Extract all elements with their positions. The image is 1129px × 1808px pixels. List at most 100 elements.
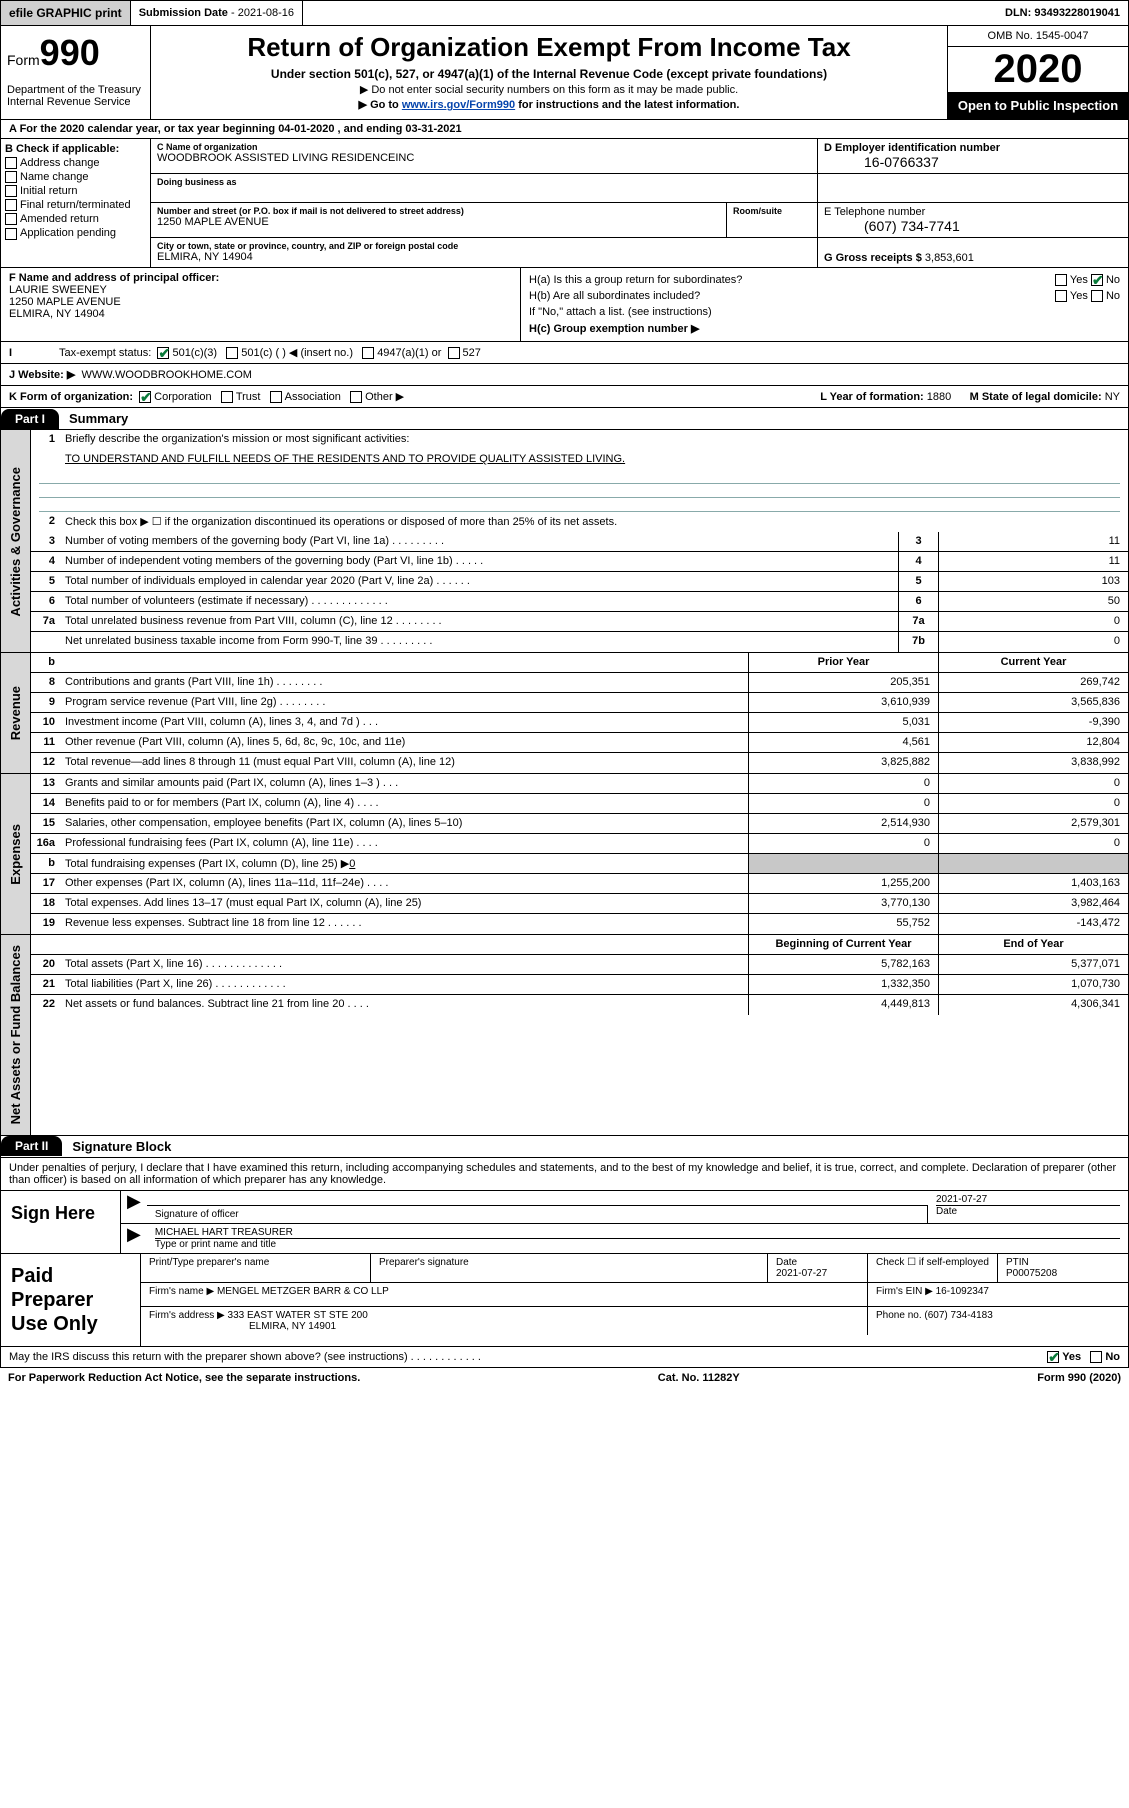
p11: 4,561 (748, 733, 938, 752)
row-dba: Doing business as (151, 174, 1128, 203)
prep-h5: PTINP00075208 (998, 1254, 1128, 1282)
opt-final-return[interactable]: Final return/terminated (5, 199, 146, 211)
line5: Total number of individuals employed in … (61, 572, 898, 591)
irs-link[interactable]: www.irs.gov/Form990 (402, 99, 515, 111)
toolbar: efile GRAPHIC print Submission Date - 20… (0, 0, 1129, 26)
c13: 0 (938, 774, 1128, 793)
cb-501c3[interactable] (157, 347, 169, 359)
line19: Revenue less expenses. Subtract line 18 … (61, 914, 748, 934)
officer-name-title: MICHAEL HART TREASURER (155, 1227, 1120, 1238)
c17: 1,403,163 (938, 874, 1128, 893)
phone-label: E Telephone number (824, 206, 1122, 218)
cb-other[interactable] (350, 391, 362, 403)
col-cd: C Name of organization WOODBROOK ASSISTE… (151, 139, 1128, 267)
dln-label: DLN: (1005, 7, 1031, 19)
k-left: K Form of organization: Corporation Trus… (9, 390, 404, 403)
opt-name-change[interactable]: Name change (5, 171, 146, 183)
cb-trust[interactable] (221, 391, 233, 403)
website-value: WWW.WOODBROOKHOME.COM (81, 369, 251, 381)
opt-application-pending[interactable]: Application pending (5, 227, 146, 239)
cb-assoc[interactable] (270, 391, 282, 403)
p9: 3,610,939 (748, 693, 938, 712)
line3: Number of voting members of the governin… (61, 532, 898, 551)
form-number: 990 (40, 32, 100, 73)
org-name: WOODBROOK ASSISTED LIVING RESIDENCEINC (157, 152, 811, 164)
cb-discuss-yes[interactable] (1047, 1351, 1059, 1363)
prep-h4: Check ☐ if self-employed (868, 1254, 998, 1282)
part2-header-row: Part II Signature Block (0, 1136, 1129, 1158)
opt-amended-return[interactable]: Amended return (5, 213, 146, 225)
col-current: Current Year (938, 653, 1128, 672)
b20: 5,782,163 (748, 955, 938, 974)
ein-label: D Employer identification number (824, 142, 1122, 154)
line7b: Net unrelated business taxable income fr… (61, 632, 898, 652)
c11: 12,804 (938, 733, 1128, 752)
sign-here-grid: Sign Here ▶ Signature of officer 2021-07… (0, 1191, 1129, 1254)
h-a-label: H(a) Is this a group return for subordin… (529, 274, 742, 286)
discuss-text: May the IRS discuss this return with the… (9, 1351, 481, 1363)
vert-expenses: Expenses (1, 774, 31, 934)
col-boy: Beginning of Current Year (748, 935, 938, 954)
city-label: City or town, state or province, country… (157, 241, 811, 251)
c15: 2,579,301 (938, 814, 1128, 833)
prep-addr-row: Firm's address ▶ 333 EAST WATER ST STE 2… (141, 1307, 1128, 1335)
line6: Total number of volunteers (estimate if … (61, 592, 898, 611)
org-name-cell: C Name of organization WOODBROOK ASSISTE… (151, 139, 818, 173)
cb-corp[interactable] (139, 391, 151, 403)
prep-h3: Date2021-07-27 (768, 1254, 868, 1282)
h-block: H(a) Is this a group return for subordin… (521, 268, 1128, 341)
note2-pre: ▶ Go to (359, 99, 402, 111)
cat-no: Cat. No. 11282Y (658, 1372, 740, 1384)
val7a: 0 (938, 612, 1128, 631)
e20: 5,377,071 (938, 955, 1128, 974)
section-revenue: Revenue bPrior YearCurrent Year 8Contrib… (0, 653, 1129, 774)
opt-initial-return[interactable]: Initial return (5, 185, 146, 197)
c10: -9,390 (938, 713, 1128, 732)
dln-value: 93493228019041 (1034, 7, 1120, 19)
type-name-label: Type or print name and title (155, 1238, 1120, 1250)
discuss-row: May the IRS discuss this return with the… (0, 1347, 1129, 1368)
website-row: J Website: ▶ WWW.WOODBROOKHOME.COM (0, 364, 1129, 386)
opt-address-change[interactable]: Address change (5, 157, 146, 169)
sig-row-1: ▶ Signature of officer 2021-07-27 Date (121, 1191, 1128, 1224)
val3: 11 (938, 532, 1128, 551)
line10: Investment income (Part VIII, column (A)… (61, 713, 748, 732)
k-label: K Form of organization: (9, 391, 133, 403)
rev-body: bPrior YearCurrent Year 8Contributions a… (31, 653, 1128, 773)
val5: 103 (938, 572, 1128, 591)
line4: Number of independent voting members of … (61, 552, 898, 571)
line13: Grants and similar amounts paid (Part IX… (61, 774, 748, 793)
line22: Net assets or fund balances. Subtract li… (61, 995, 748, 1015)
bcd-grid: B Check if applicable: Address change Na… (0, 139, 1129, 268)
firm-phone-cell: Phone no. (607) 734-4183 (868, 1307, 1128, 1335)
line2: Check this box ▶ ☐ if the organization d… (61, 512, 1128, 532)
cb-discuss-no[interactable] (1090, 1351, 1102, 1363)
arrow-icon-2: ▶ (121, 1224, 147, 1253)
submission-date-value: 2021-08-16 (238, 7, 294, 19)
h-c: H(c) Group exemption number ▶ (529, 320, 1120, 337)
p12: 3,825,882 (748, 753, 938, 773)
firm-name-cell: Firm's name ▶ MENGEL METZGER BARR & CO L… (141, 1283, 868, 1306)
final-row: For Paperwork Reduction Act Notice, see … (0, 1368, 1129, 1388)
cb-4947[interactable] (362, 347, 374, 359)
f-officer: F Name and address of principal officer:… (1, 268, 521, 341)
f-label: F Name and address of principal officer: (9, 272, 512, 284)
val6: 50 (938, 592, 1128, 611)
c8: 269,742 (938, 673, 1128, 692)
sig-name-cell: MICHAEL HART TREASURER Type or print nam… (147, 1224, 1128, 1253)
c12: 3,838,992 (938, 753, 1128, 773)
cb-501c[interactable] (226, 347, 238, 359)
c16b (938, 854, 1128, 873)
preparer-right: Print/Type preparer's name Preparer's si… (141, 1254, 1128, 1346)
vert-governance: Activities & Governance (1, 430, 31, 652)
exp-body: 13Grants and similar amounts paid (Part … (31, 774, 1128, 934)
prep-h1: Print/Type preparer's name (141, 1254, 371, 1282)
gross-label: G Gross receipts $ (824, 252, 922, 264)
opt-501c: 501(c) ( ) ◀ (insert no.) (241, 346, 353, 359)
efile-print-button[interactable]: efile GRAPHIC print (1, 1, 131, 25)
c18: 3,982,464 (938, 894, 1128, 913)
part2-badge: Part II (1, 1136, 62, 1156)
line20: Total assets (Part X, line 16) . . . . .… (61, 955, 748, 974)
form-note-ssn: ▶ Do not enter social security numbers o… (157, 83, 941, 96)
cb-527[interactable] (448, 347, 460, 359)
